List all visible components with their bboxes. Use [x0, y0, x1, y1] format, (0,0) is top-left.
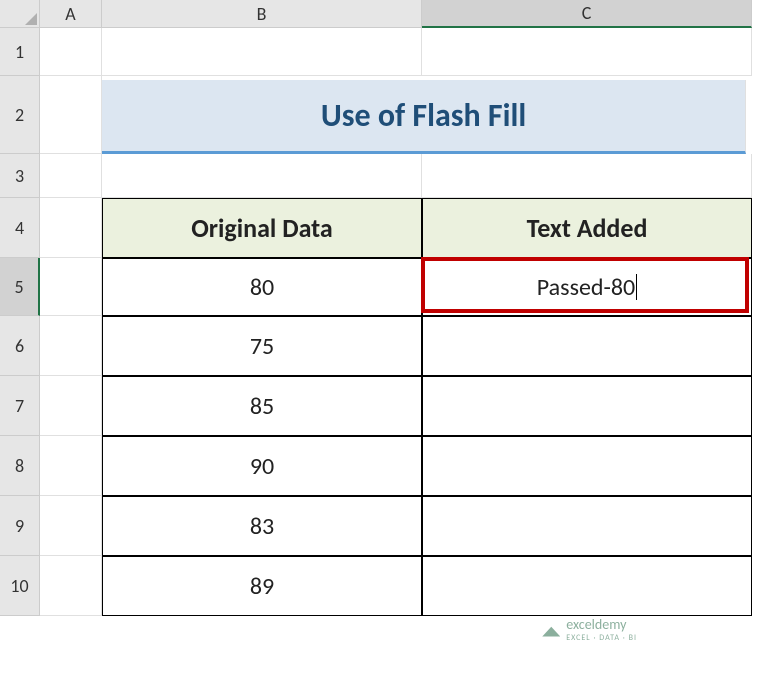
cell-A4[interactable]	[40, 198, 102, 258]
row-header-8[interactable]: 8	[0, 436, 40, 496]
row-header-1[interactable]: 1	[0, 28, 40, 76]
cell-B5[interactable]: 80	[102, 258, 422, 316]
cell-B1[interactable]	[102, 28, 422, 76]
cell-B6[interactable]: 75	[102, 316, 422, 376]
watermark-text: exceldemy EXCEL · DATA · BI	[566, 616, 637, 643]
cell-C1[interactable]	[422, 28, 752, 76]
watermark-brand: exceldemy	[566, 616, 626, 633]
table-header-original[interactable]: Original Data	[102, 198, 422, 258]
cell-A3[interactable]	[40, 154, 102, 198]
cell-A10[interactable]	[40, 556, 102, 616]
cell-B10[interactable]: 89	[102, 556, 422, 616]
cell-B3[interactable]	[102, 154, 422, 198]
row-header-9[interactable]: 9	[0, 496, 40, 556]
cell-B7[interactable]: 85	[102, 376, 422, 436]
cell-A9[interactable]	[40, 496, 102, 556]
cell-A6[interactable]	[40, 316, 102, 376]
col-header-C[interactable]: C	[422, 0, 752, 28]
spreadsheet-grid: A B C 1 2 3 4 5 6 7 8 9 10 Use of Flash …	[0, 0, 767, 616]
text-cursor	[636, 274, 637, 300]
cell-C6[interactable]	[422, 316, 752, 376]
row-header-2[interactable]: 2	[0, 76, 40, 154]
cell-C5-value: Passed-80	[537, 273, 635, 302]
watermark-logo-icon	[542, 623, 560, 637]
cell-C5[interactable]: Passed-80	[422, 258, 752, 316]
cell-C3[interactable]	[422, 154, 752, 198]
title-cell[interactable]: Use of Flash Fill	[102, 80, 746, 154]
cell-C8[interactable]	[422, 436, 752, 496]
cell-B8[interactable]: 90	[102, 436, 422, 496]
cell-C7[interactable]	[422, 376, 752, 436]
row-header-7[interactable]: 7	[0, 376, 40, 436]
select-all-corner[interactable]	[0, 0, 40, 28]
row-header-6[interactable]: 6	[0, 316, 40, 376]
cell-B9[interactable]: 83	[102, 496, 422, 556]
row-header-4[interactable]: 4	[0, 198, 40, 258]
watermark-tagline: EXCEL · DATA · BI	[566, 633, 637, 643]
row-header-3[interactable]: 3	[0, 154, 40, 198]
row-header-5[interactable]: 5	[0, 258, 40, 316]
cell-A1[interactable]	[40, 28, 102, 76]
watermark: exceldemy EXCEL · DATA · BI	[542, 616, 637, 643]
cell-A7[interactable]	[40, 376, 102, 436]
col-header-B[interactable]: B	[102, 0, 422, 28]
row-header-10[interactable]: 10	[0, 556, 40, 616]
cell-A2[interactable]	[40, 76, 102, 154]
cell-C10[interactable]	[422, 556, 752, 616]
table-header-added[interactable]: Text Added	[422, 198, 752, 258]
cell-A8[interactable]	[40, 436, 102, 496]
cell-A5[interactable]	[40, 258, 102, 316]
col-header-A[interactable]: A	[40, 0, 102, 28]
cell-C9[interactable]	[422, 496, 752, 556]
